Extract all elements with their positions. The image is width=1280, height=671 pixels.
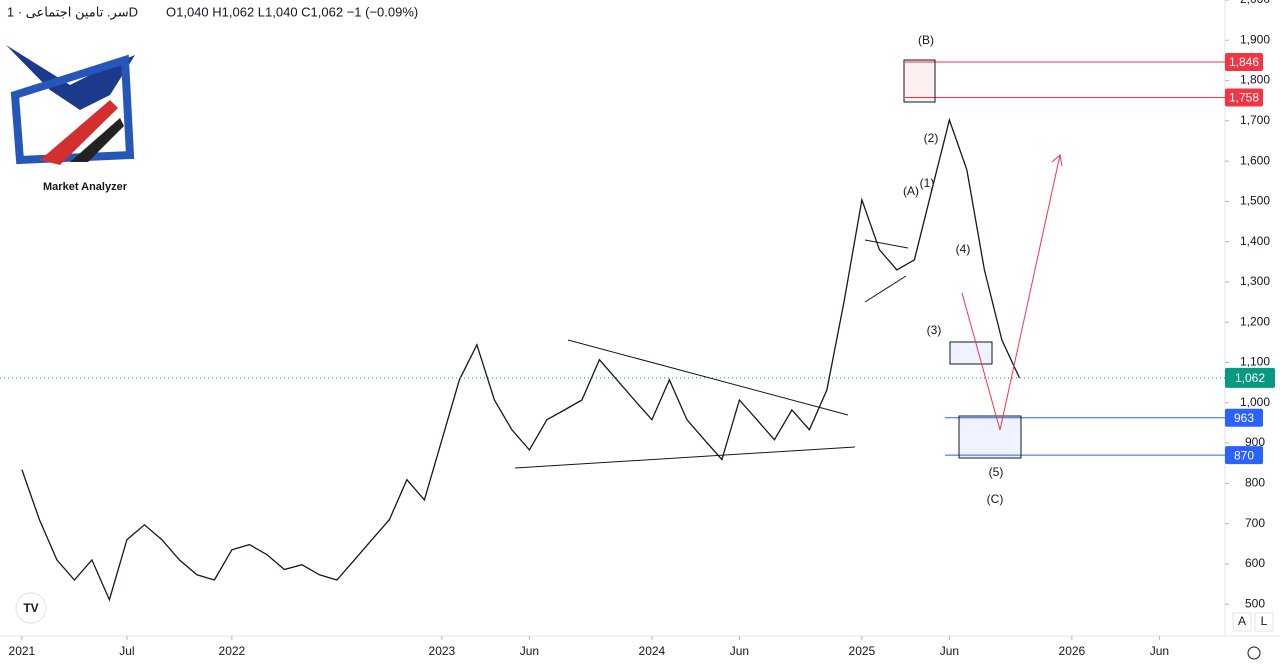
y-tick-label: 1,900	[1240, 32, 1270, 46]
wave-label: (4)	[956, 242, 971, 256]
level-tag-label: 870	[1234, 448, 1254, 462]
x-tick-label: 2025	[849, 644, 876, 658]
drawings	[514, 59, 1063, 469]
button-label[interactable]: A	[1238, 614, 1246, 628]
y-tick-label: 1,500	[1240, 194, 1270, 208]
y-tick-label: 1,100	[1240, 355, 1270, 369]
x-tick-label: Jul	[119, 644, 134, 658]
wave-label: (2)	[924, 131, 939, 145]
logo-wing	[6, 45, 135, 110]
y-tick-label: 1,000	[1240, 395, 1270, 409]
trend-line	[567, 339, 849, 416]
level-tag	[1225, 53, 1263, 72]
x-tick-label: 2026	[1059, 644, 1086, 658]
y-tick-label: 600	[1245, 556, 1265, 570]
plot	[0, 0, 1229, 640]
y-tick-label: 500	[1245, 596, 1265, 610]
box	[949, 341, 993, 365]
button[interactable]	[1254, 612, 1274, 632]
x-tick-label: 2022	[219, 644, 246, 658]
y-tick-label: 900	[1245, 435, 1265, 449]
wave-label: (3)	[927, 323, 942, 337]
y-tick-label: 1,700	[1240, 113, 1270, 127]
x-tick-label: 2023	[429, 644, 456, 658]
y-tick-label: 2,000	[1240, 0, 1270, 6]
y-tick-label: 1,300	[1240, 274, 1270, 288]
trend-line	[864, 275, 907, 303]
wave-label: (5)	[989, 465, 1004, 479]
tv-logo-text: TV	[23, 601, 38, 615]
x-tick-label: Jun	[520, 644, 539, 658]
button-label[interactable]: L	[1261, 614, 1268, 628]
wave-label: (B)	[918, 33, 934, 47]
trend-line	[514, 446, 856, 469]
level-tag-label: 963	[1234, 411, 1254, 425]
wave-label: (A)	[903, 184, 919, 198]
wave-label: (C)	[987, 492, 1004, 506]
logo: Market Analyzer	[0, 30, 148, 210]
y-tick-label: 1,600	[1240, 153, 1270, 167]
logo-frame	[10, 54, 135, 165]
level-tag	[1225, 408, 1263, 427]
symbol: سر. تامین اجتماعی · 1D	[7, 4, 138, 20]
x-tick-label: Jun	[940, 644, 959, 658]
level-tag	[1225, 446, 1263, 465]
logo-stripe	[40, 100, 118, 165]
last-price-tag	[1225, 367, 1275, 388]
y-tick-label: 1,800	[1240, 73, 1270, 87]
settings-icon[interactable]	[1247, 646, 1261, 660]
y-tick-label: 800	[1245, 476, 1265, 490]
box	[903, 59, 936, 103]
level-tag-label: 1,758	[1229, 91, 1259, 105]
ohlc: O1,040 H1,062 L1,040 C1,062 −1 (−0.09%)	[166, 4, 418, 19]
last-price-label: 1,062	[1235, 371, 1265, 385]
price-line	[21, 117, 1020, 602]
x-tick-label: Jun	[1150, 644, 1169, 658]
trend-line	[864, 239, 909, 249]
level-tag	[1225, 88, 1263, 107]
logo-text: Market Analyzer	[43, 181, 128, 193]
button[interactable]	[1232, 612, 1252, 632]
arrow-head	[1051, 154, 1063, 167]
y-tick-label: 1,200	[1240, 314, 1270, 328]
x-tick-label: 2024	[639, 644, 666, 658]
x-tick-label: 2021	[9, 644, 36, 658]
logo-stripe	[70, 118, 124, 162]
box	[958, 415, 1022, 459]
x-tick-label: Jun	[730, 644, 749, 658]
tv-logo	[15, 592, 47, 624]
y-tick-label: 700	[1245, 516, 1265, 530]
y-tick-label: 1,400	[1240, 234, 1270, 248]
projection-arrow	[961, 154, 1061, 431]
level-tag-label: 1,846	[1229, 55, 1259, 69]
wave-label: (1)	[920, 176, 935, 190]
